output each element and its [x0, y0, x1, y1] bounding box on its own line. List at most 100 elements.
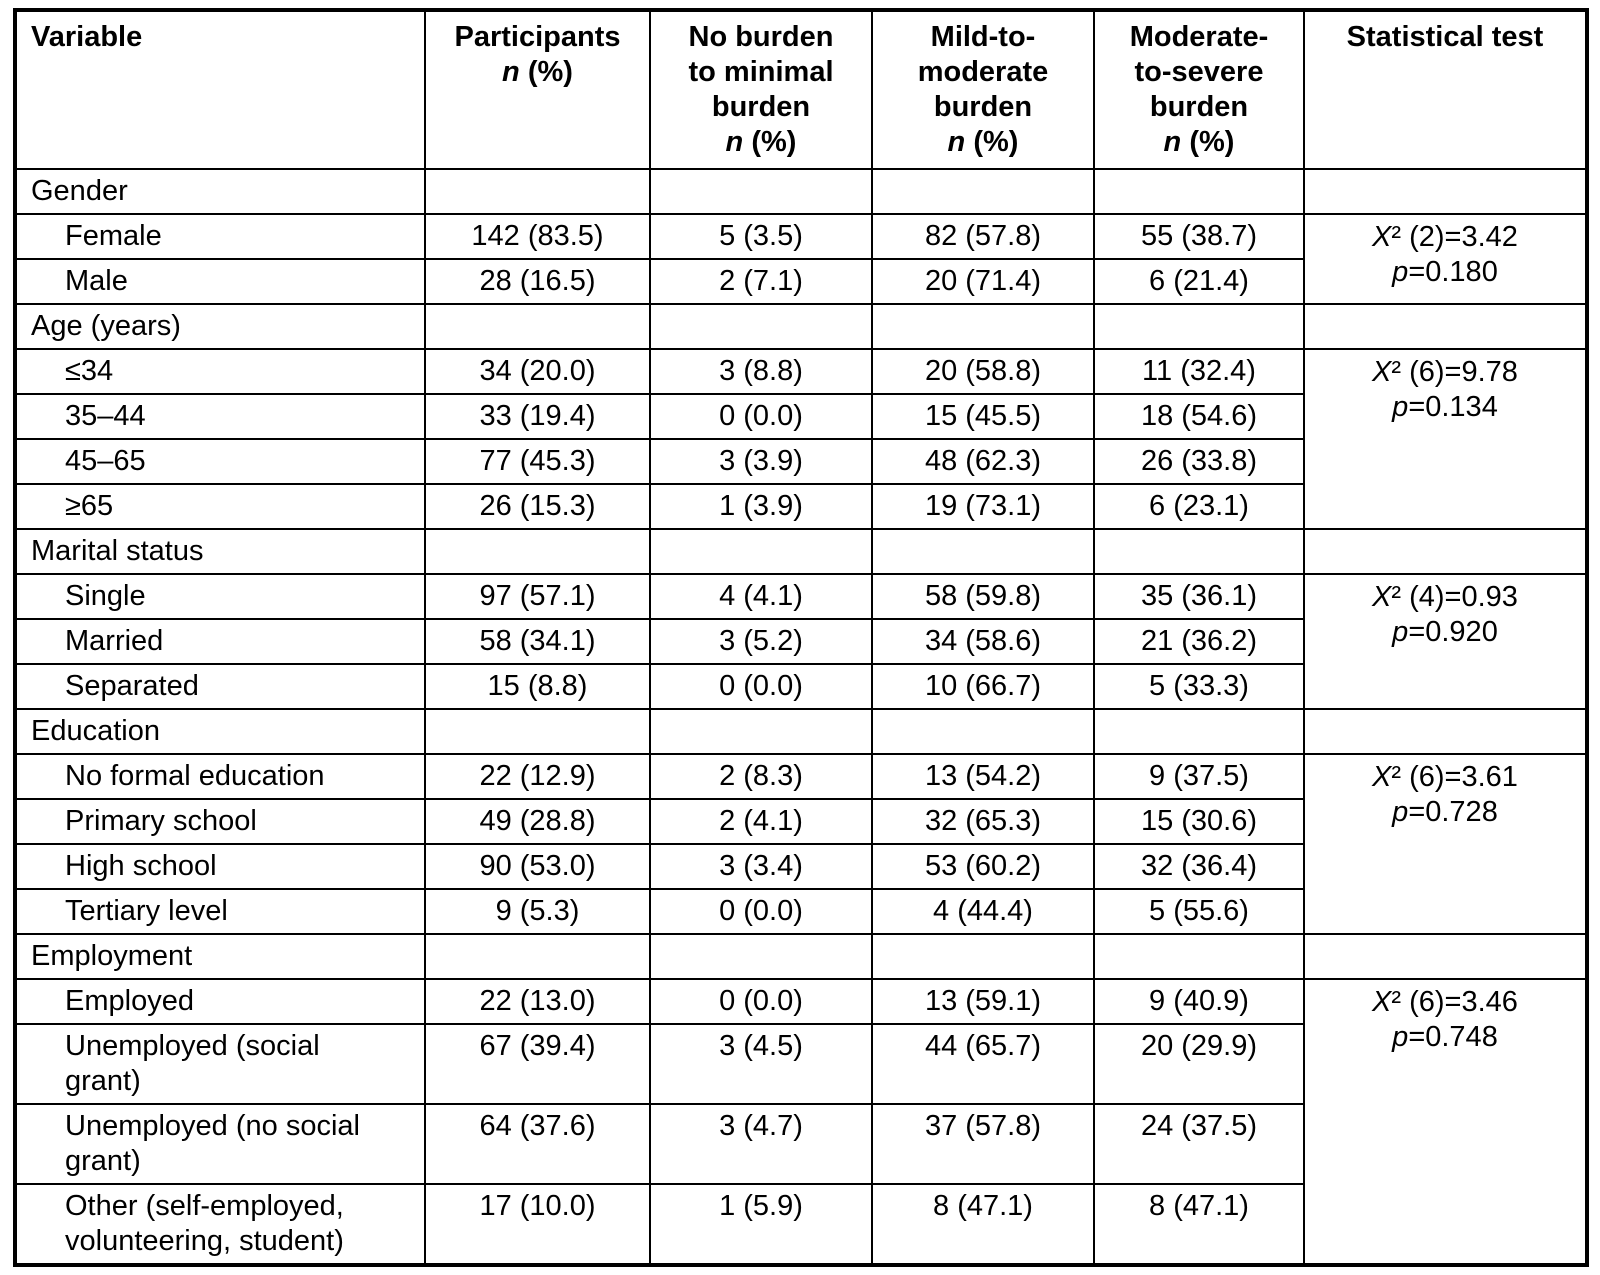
variable-label: Other (self-employed, volunteering, stud…	[14, 1183, 426, 1266]
participants-cell: 9 (5.3)	[424, 888, 651, 935]
table-row-other-employment: Other (self-employed, volunteering, stud…	[14, 1183, 1587, 1266]
table-row-separated: Separated 15 (8.8) 0 (0.0) 10 (66.7) 5 (…	[14, 663, 1587, 710]
participants-cell: 90 (53.0)	[424, 843, 651, 890]
demographics-burden-table: Variable Participants n (%) No burden to…	[13, 8, 1589, 1267]
empty-cell	[649, 708, 873, 755]
no-burden-cell: 3 (3.9)	[649, 438, 873, 485]
participants-cell: 64 (37.6)	[424, 1103, 651, 1185]
participants-cell: 49 (28.8)	[424, 798, 651, 845]
mild-moderate-cell: 53 (60.2)	[871, 843, 1095, 890]
participants-cell: 142 (83.5)	[424, 213, 651, 260]
participants-cell: 77 (45.3)	[424, 438, 651, 485]
variable-label: 35–44	[14, 393, 426, 440]
category-row-gender: Gender	[14, 168, 1588, 215]
moderate-severe-cell: 32 (36.4)	[1093, 843, 1305, 890]
empty-cell	[1303, 933, 1588, 980]
p-value: p=0.134	[1392, 391, 1498, 423]
no-burden-cell: 3 (8.8)	[649, 348, 873, 395]
header-n-pct: n (%)	[725, 126, 797, 158]
header-n-pct: n (%)	[1163, 126, 1235, 158]
participants-cell: 22 (12.9)	[424, 753, 651, 800]
table-row-no-formal-education: No formal education 22 (12.9) 2 (8.3) 13…	[14, 753, 1588, 935]
table-row-single: Single 97 (57.1) 4 (4.1) 58 (59.8) 35 (3…	[14, 573, 1588, 710]
empty-cell	[649, 933, 873, 980]
empty-cell	[871, 528, 1095, 575]
category-label: Employment	[14, 933, 426, 980]
table-row-age-ge65: ≥65 26 (15.3) 1 (3.9) 19 (73.1) 6 (23.1)	[14, 483, 1587, 530]
empty-cell	[1303, 708, 1588, 755]
no-burden-cell: 1 (5.9)	[649, 1183, 873, 1266]
empty-cell	[649, 168, 873, 215]
mild-moderate-cell: 4 (44.4)	[871, 888, 1095, 935]
p-value: p=0.180	[1392, 256, 1498, 288]
variable-label: No formal education	[14, 753, 426, 800]
header-moderate-severe-title: Moderate- to-severe burden	[1129, 21, 1269, 123]
moderate-severe-cell: 15 (30.6)	[1093, 798, 1305, 845]
table-row-unemployed-no-social-grant: Unemployed (no social grant) 64 (37.6) 3…	[14, 1103, 1587, 1185]
table-row-age-45-65: 45–65 77 (45.3) 3 (3.9) 48 (62.3) 26 (33…	[14, 438, 1587, 485]
participants-cell: 58 (34.1)	[424, 618, 651, 665]
moderate-severe-cell: 55 (38.7)	[1093, 213, 1305, 260]
moderate-severe-cell: 20 (29.9)	[1093, 1023, 1305, 1105]
header-statistical-test: Statistical test	[1303, 9, 1588, 170]
no-burden-cell: 3 (4.5)	[649, 1023, 873, 1105]
table-row-tertiary-level: Tertiary level 9 (5.3) 0 (0.0) 4 (44.4) …	[14, 888, 1587, 935]
mild-moderate-cell: 15 (45.5)	[871, 393, 1095, 440]
variable-label: Tertiary level	[14, 888, 426, 935]
category-label: Gender	[14, 168, 426, 215]
no-burden-cell: 2 (4.1)	[649, 798, 873, 845]
moderate-severe-cell: 8 (47.1)	[1093, 1183, 1305, 1266]
variable-label: ≤34	[14, 348, 426, 395]
no-burden-cell: 1 (3.9)	[649, 483, 873, 530]
empty-cell	[871, 168, 1095, 215]
variable-label: Primary school	[14, 798, 426, 845]
empty-cell	[1093, 303, 1305, 350]
empty-cell	[1303, 528, 1588, 575]
empty-cell	[424, 708, 651, 755]
no-burden-cell: 2 (7.1)	[649, 258, 873, 305]
empty-cell	[424, 168, 651, 215]
p-value: p=0.728	[1392, 796, 1498, 828]
chi-square-value: X² (6)=3.61	[1372, 761, 1518, 793]
chi-square-value: X² (2)=3.42	[1372, 221, 1518, 253]
no-burden-cell: 3 (3.4)	[649, 843, 873, 890]
variable-label: ≥65	[14, 483, 426, 530]
mild-moderate-cell: 32 (65.3)	[871, 798, 1095, 845]
category-label: Education	[14, 708, 426, 755]
table-row-unemployed-social-grant: Unemployed (social grant) 67 (39.4) 3 (4…	[14, 1023, 1587, 1105]
variable-label: Married	[14, 618, 426, 665]
mild-moderate-cell: 58 (59.8)	[871, 573, 1095, 620]
no-burden-cell: 3 (4.7)	[649, 1103, 873, 1185]
mild-moderate-cell: 20 (58.8)	[871, 348, 1095, 395]
variable-label: Separated	[14, 663, 426, 710]
participants-cell: 15 (8.8)	[424, 663, 651, 710]
table-row-male: Male 28 (16.5) 2 (7.1) 20 (71.4) 6 (21.4…	[14, 258, 1587, 305]
mild-moderate-cell: 44 (65.7)	[871, 1023, 1095, 1105]
moderate-severe-cell: 9 (40.9)	[1093, 978, 1305, 1025]
empty-cell	[1093, 168, 1305, 215]
category-label: Marital status	[14, 528, 426, 575]
empty-cell	[649, 303, 873, 350]
table-row-primary-school: Primary school 49 (28.8) 2 (4.1) 32 (65.…	[14, 798, 1587, 845]
no-burden-cell: 0 (0.0)	[649, 393, 873, 440]
category-row-age: Age (years)	[14, 303, 1588, 350]
empty-cell	[424, 303, 651, 350]
stat-test-cell-gender: X² (2)=3.42 p=0.180	[1303, 213, 1588, 305]
p-value: p=0.920	[1392, 616, 1498, 648]
empty-cell	[1093, 708, 1305, 755]
mild-moderate-cell: 20 (71.4)	[871, 258, 1095, 305]
category-row-employment: Employment	[14, 933, 1588, 980]
header-participants-title: Participants	[454, 21, 621, 53]
stat-test-cell-education: X² (6)=3.61 p=0.728	[1303, 753, 1588, 935]
no-burden-cell: 0 (0.0)	[649, 663, 873, 710]
variable-label: High school	[14, 843, 426, 890]
category-row-marital: Marital status	[14, 528, 1588, 575]
moderate-severe-cell: 6 (23.1)	[1093, 483, 1305, 530]
participants-cell: 26 (15.3)	[424, 483, 651, 530]
empty-cell	[871, 708, 1095, 755]
participants-cell: 67 (39.4)	[424, 1023, 651, 1105]
header-mild-moderate-title: Mild-to- moderate burden	[917, 21, 1049, 123]
header-n-pct: n (%)	[947, 126, 1019, 158]
empty-cell	[649, 528, 873, 575]
